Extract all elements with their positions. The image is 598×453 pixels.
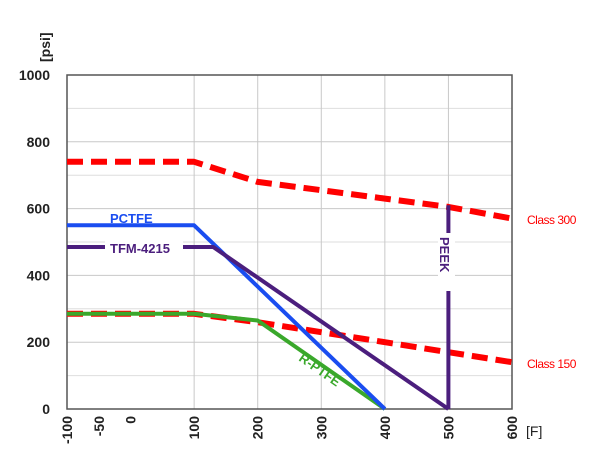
x-tick-label: -100: [59, 416, 75, 444]
y-tick-label: 600: [27, 201, 51, 217]
x-tick-label: 600: [504, 416, 520, 440]
x-tick-label: 100: [186, 416, 202, 440]
y-tick-label: 0: [42, 401, 50, 417]
x-tick-label: 0: [123, 416, 139, 424]
y-tick-label: 800: [27, 134, 51, 150]
series-label-tfm-4215: TFM-4215: [110, 241, 170, 256]
x-axis-unit: [F]: [526, 423, 542, 439]
y-axis-ticks: 0 200 400 600 800 1000: [19, 67, 50, 417]
series-label-r-ptfe: R-PTFE: [296, 350, 343, 389]
y-axis-unit: [psi]: [37, 32, 53, 62]
series-line-class-150: [67, 314, 512, 362]
x-tick-label: 300: [313, 416, 329, 440]
x-tick-label: 200: [250, 416, 266, 440]
series-label-peek: PEEK: [437, 237, 452, 273]
y-tick-label: 400: [27, 267, 51, 283]
x-tick-label: -50: [91, 416, 107, 436]
x-tick-label: 400: [377, 416, 393, 440]
series-label-pctfe: PCTFE: [110, 211, 153, 226]
series-label-class-150: Class 150: [527, 357, 577, 371]
series-label-class-300: Class 300: [527, 213, 577, 227]
x-tick-label: 500: [440, 416, 456, 440]
y-tick-label: 1000: [19, 67, 50, 83]
x-axis-ticks: -100 -50 0 100 200 300 400 500 600: [59, 416, 520, 444]
y-tick-label: 200: [27, 334, 51, 350]
